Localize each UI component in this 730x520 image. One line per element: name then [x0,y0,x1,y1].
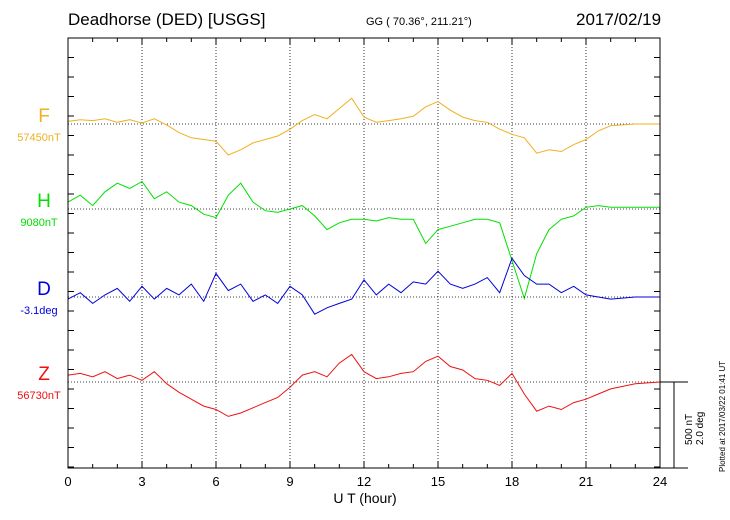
x-tick-label: 3 [138,474,145,489]
x-tick-label: 18 [505,474,519,489]
plotted-timestamp: Plotted at 2017/03/22 01:41 UT [718,361,727,472]
component-label-z: Z [38,364,50,385]
scale-label-nt: 500 nT [684,414,695,445]
series-line-z [67,353,661,417]
station-title: Deadhorse (DED) [USGS] [68,10,266,29]
x-axis-label: U T (hour) [333,490,396,506]
x-tick-label: 12 [357,474,371,489]
baseline-value-f: 57450nT [17,132,61,144]
x-tick-label: 15 [431,474,445,489]
component-label-f: F [38,106,50,127]
baseline-value-z: 56730nT [17,390,61,402]
x-tick-label: 21 [579,474,593,489]
series-line-h [67,180,660,301]
series-group [67,97,661,417]
x-tick-label: 24 [653,474,667,489]
x-tick-labels: 0 3 6 9 12 15 18 21 24 [64,474,667,489]
x-tick-label: 9 [286,474,293,489]
x-tick-label: 6 [212,474,219,489]
series-line-d [67,257,660,315]
tick-marks [68,37,660,468]
component-label-d: D [37,279,51,300]
station-coordinates: GG ( 70.36°, 211.21°) [366,16,472,28]
chart-date: 2017/02/19 [576,10,662,29]
series-line-f [67,97,660,156]
component-label-h: H [37,191,51,212]
baseline-value-d: -3.1deg [20,305,58,317]
x-tick-label: 0 [64,474,71,489]
scale-bar [660,381,688,469]
baseline-value-h: 9080nT [20,217,58,229]
scale-label-deg: 2.0 deg [695,412,706,445]
grid-lines [141,38,587,468]
